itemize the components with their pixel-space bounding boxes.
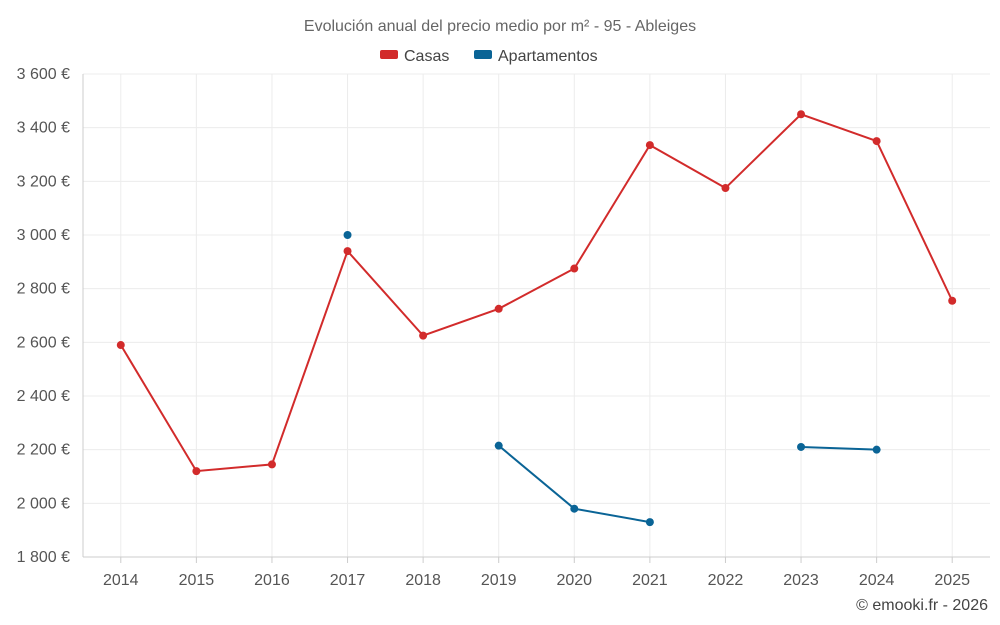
data-point-apartamentos[interactable] bbox=[872, 445, 881, 454]
x-tick-label: 2022 bbox=[708, 572, 744, 589]
legend-label: Apartamentos bbox=[498, 48, 598, 65]
data-point-casas[interactable] bbox=[872, 137, 881, 146]
data-point-casas[interactable] bbox=[645, 141, 654, 150]
legend-label: Casas bbox=[404, 48, 449, 65]
y-tick-label: 3 400 € bbox=[17, 120, 70, 137]
series-line-apartamentos bbox=[801, 445, 877, 451]
x-tick-label: 2021 bbox=[632, 572, 668, 589]
series-line-casas bbox=[119, 113, 954, 473]
x-tick-label: 2024 bbox=[859, 572, 895, 589]
y-tick-label: 2 400 € bbox=[17, 388, 70, 405]
x-tick-label: 2023 bbox=[783, 572, 819, 589]
series-group bbox=[116, 110, 957, 527]
data-point-casas[interactable] bbox=[419, 331, 428, 340]
data-point-casas[interactable] bbox=[570, 264, 579, 273]
data-point-apartamentos[interactable] bbox=[343, 231, 352, 239]
data-point-casas[interactable] bbox=[192, 467, 201, 476]
chart-title: Evolución anual del precio medio por m² … bbox=[304, 18, 696, 35]
legend-item-apartamentos[interactable]: Apartamentos bbox=[474, 48, 598, 65]
credit-text: © emooki.fr - 2026 bbox=[856, 597, 988, 614]
data-point-casas[interactable] bbox=[721, 184, 730, 193]
y-axis: 1 800 € 2 000 € 2 200 € 2 400 € 2 600 € 2 800… bbox=[17, 66, 70, 566]
grid bbox=[82, 73, 990, 558]
data-point-apartamentos[interactable] bbox=[570, 504, 579, 513]
legend: Casas Apartamentos bbox=[380, 48, 598, 65]
legend-item-casas[interactable]: Casas bbox=[380, 48, 449, 65]
y-tick-label: 2 800 € bbox=[17, 281, 70, 298]
y-tick-label: 2 600 € bbox=[17, 334, 70, 351]
y-tick-label: 3 000 € bbox=[17, 227, 70, 244]
data-point-casas[interactable] bbox=[948, 296, 957, 305]
y-tick-label: 1 800 € bbox=[17, 549, 70, 566]
x-tick-label: 2025 bbox=[934, 572, 970, 589]
legend-swatch bbox=[380, 50, 398, 59]
y-tick-label: 2 200 € bbox=[17, 442, 70, 459]
x-tick-label: 2018 bbox=[405, 572, 441, 589]
x-tick-label: 2019 bbox=[481, 572, 517, 589]
y-tick-label: 2 000 € bbox=[17, 495, 70, 512]
data-point-casas[interactable] bbox=[267, 460, 276, 469]
data-point-casas[interactable] bbox=[797, 110, 806, 119]
x-axis: 2014 2015 2016 2017 2018 2019 2020 2021 2022 2023… bbox=[103, 557, 970, 589]
y-tick-label: 3 200 € bbox=[17, 173, 70, 190]
data-point-casas[interactable] bbox=[494, 304, 503, 313]
data-point-apartamentos[interactable] bbox=[494, 441, 503, 450]
x-tick-label: 2020 bbox=[556, 572, 592, 589]
y-tick-label: 3 600 € bbox=[17, 66, 70, 83]
legend-swatch bbox=[474, 50, 492, 59]
data-point-apartamentos[interactable] bbox=[797, 442, 806, 451]
data-point-casas[interactable] bbox=[343, 247, 352, 256]
x-tick-label: 2017 bbox=[330, 572, 366, 589]
x-tick-label: 2015 bbox=[179, 572, 215, 589]
x-tick-label: 2016 bbox=[254, 572, 290, 589]
data-point-casas[interactable] bbox=[116, 341, 125, 350]
data-point-apartamentos[interactable] bbox=[645, 518, 654, 527]
x-tick-label: 2014 bbox=[103, 572, 139, 589]
